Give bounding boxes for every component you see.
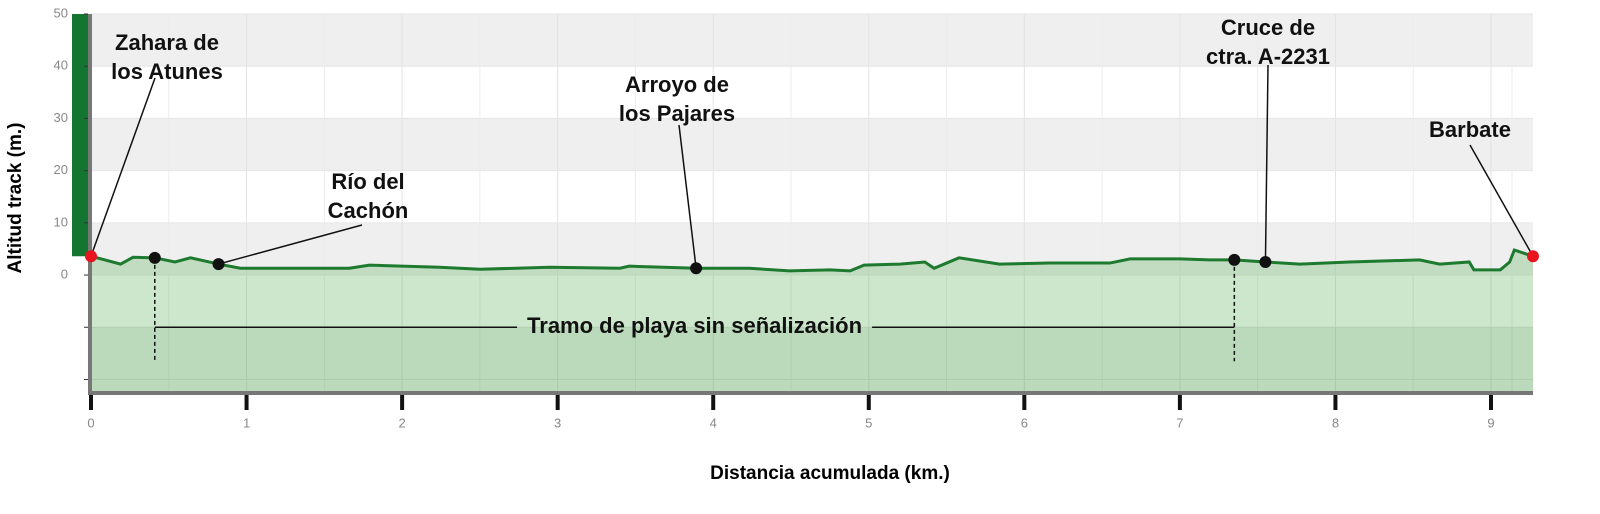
waypoint-label: Arroyo de los Pajares [618,72,736,126]
x-tick-label: 6 [1021,415,1028,430]
waypoint-label: Cruce de ctra. A-2231 [1206,15,1330,69]
x-axis-label: Distancia acumulada (km.) [710,463,950,484]
y-axis-label: Altitud track (m.) [5,123,26,274]
leader-line [218,224,363,265]
x-tick-label: 4 [710,415,717,430]
x-tick-label: 8 [1332,415,1339,430]
elevation-bar [72,14,88,257]
x-tick-label: 2 [398,415,405,430]
waypoint-label: Zahara de los Atunes [111,30,223,84]
waypoint [148,251,161,264]
leader-line [1264,64,1269,263]
waypoint [1527,250,1539,263]
leader-line [90,77,156,257]
waypoint [1228,253,1241,266]
y-tick-label: 20 [54,162,68,177]
y-tick-label: 40 [54,58,68,73]
y-tick-label: 0 [61,266,68,281]
x-tick-label: 0 [87,415,94,430]
waypoint [1259,255,1272,268]
span-annotation: Tramo de playa sin señalización [527,313,862,338]
x-tick-label: 9 [1487,415,1494,430]
y-tick-label: 50 [54,5,68,20]
lower-band [91,327,1533,392]
x-tick-label: 5 [865,415,872,430]
grid-band [91,118,1533,171]
waypoint [690,262,703,275]
leader-line [1469,144,1534,257]
waypoint [212,258,225,271]
grid-band [91,14,1533,67]
waypoint-label: Río del Cachón [327,169,409,223]
leader-line [678,124,697,269]
background [90,13,1533,392]
waypoint [85,250,97,263]
x-axis [88,391,1533,395]
y-tick-label: 10 [54,214,68,229]
y-tick-label: 30 [54,110,68,125]
y-axis [88,14,92,392]
x-tick-label: 1 [243,415,250,430]
grid-band [91,222,1533,276]
area [91,249,1533,392]
x-tick-label: 7 [1176,415,1183,430]
x-tick-label: 3 [554,415,561,430]
waypoint-label: Barbate [1429,117,1511,142]
